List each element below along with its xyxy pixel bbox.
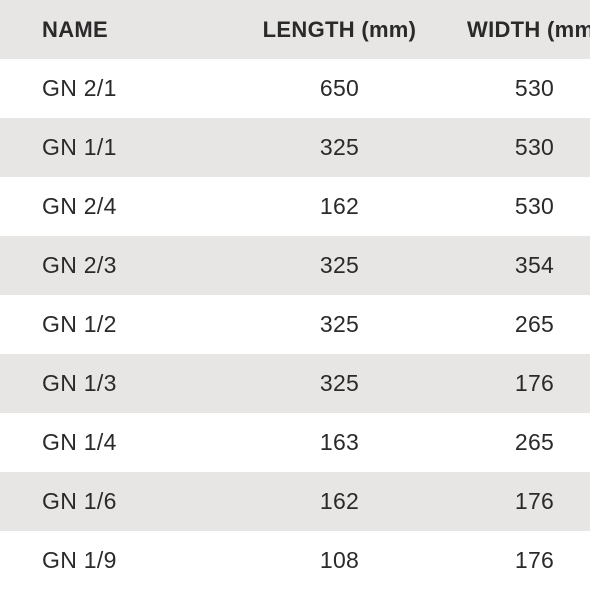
cell-name: GN 1/4 [0, 429, 242, 456]
cell-width: 265 [437, 429, 590, 456]
table-row: GN 2/4 162 530 [0, 177, 590, 236]
cell-name: GN 2/4 [0, 193, 242, 220]
table-row: GN 1/4 163 265 [0, 413, 590, 472]
cell-name: GN 1/9 [0, 547, 242, 574]
table-header-row: NAME LENGTH (mm) WIDTH (mm) [0, 0, 590, 59]
cell-name: GN 2/3 [0, 252, 242, 279]
cell-name: GN 2/1 [0, 75, 242, 102]
table-row: GN 1/3 325 176 [0, 354, 590, 413]
cell-length: 163 [242, 429, 437, 456]
cell-width: 530 [437, 75, 590, 102]
cell-name: GN 1/2 [0, 311, 242, 338]
col-header-name: NAME [0, 17, 242, 43]
table-row: GN 1/1 325 530 [0, 118, 590, 177]
cell-length: 325 [242, 252, 437, 279]
cell-length: 108 [242, 547, 437, 574]
cell-width: 354 [437, 252, 590, 279]
cell-width: 530 [437, 193, 590, 220]
cell-length: 325 [242, 134, 437, 161]
cell-name: GN 1/3 [0, 370, 242, 397]
cell-length: 650 [242, 75, 437, 102]
cell-length: 162 [242, 488, 437, 515]
cell-name: GN 1/6 [0, 488, 242, 515]
table-row: GN 2/3 325 354 [0, 236, 590, 295]
cell-width: 176 [437, 547, 590, 574]
cell-width: 265 [437, 311, 590, 338]
cell-length: 325 [242, 370, 437, 397]
cell-length: 325 [242, 311, 437, 338]
cell-length: 162 [242, 193, 437, 220]
cell-width: 176 [437, 488, 590, 515]
table-row: GN 1/9 108 176 [0, 531, 590, 590]
table-row: GN 1/6 162 176 [0, 472, 590, 531]
cell-name: GN 1/1 [0, 134, 242, 161]
col-header-length: LENGTH (mm) [242, 17, 437, 43]
size-table: NAME LENGTH (mm) WIDTH (mm) GN 2/1 650 5… [0, 0, 590, 590]
cell-width: 530 [437, 134, 590, 161]
table-row: GN 1/2 325 265 [0, 295, 590, 354]
col-header-width: WIDTH (mm) [437, 17, 590, 43]
table-row: GN 2/1 650 530 [0, 59, 590, 118]
cell-width: 176 [437, 370, 590, 397]
